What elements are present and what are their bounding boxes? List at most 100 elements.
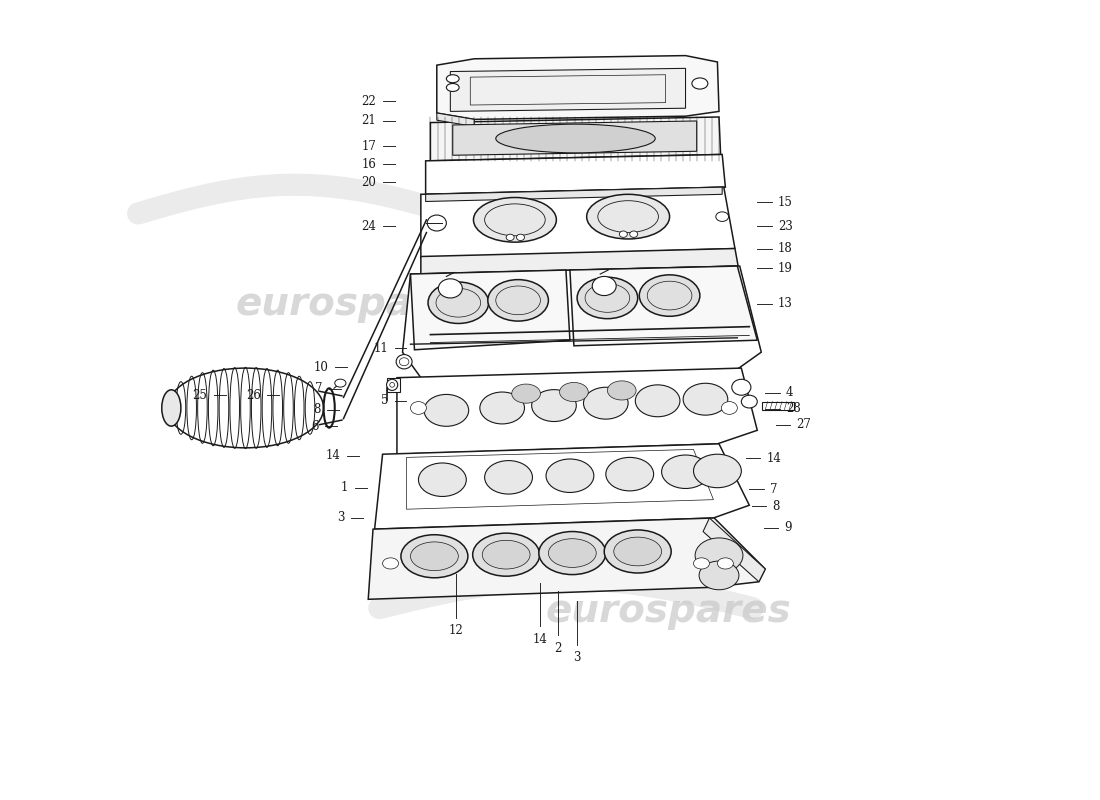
Polygon shape [570,266,757,346]
Ellipse shape [717,558,734,569]
Polygon shape [421,249,738,274]
Polygon shape [453,121,696,155]
Text: 14: 14 [326,450,340,462]
Ellipse shape [428,282,488,323]
Text: 10: 10 [314,361,329,374]
Polygon shape [410,270,570,350]
Text: 20: 20 [361,176,376,189]
Text: 16: 16 [361,158,376,170]
Ellipse shape [485,461,532,494]
Polygon shape [762,402,794,410]
Text: 27: 27 [796,418,811,431]
Ellipse shape [636,385,680,417]
Ellipse shape [162,390,180,426]
Ellipse shape [683,383,728,415]
Text: 17: 17 [361,140,376,153]
Ellipse shape [487,280,549,321]
Text: 25: 25 [192,389,207,402]
Text: 7: 7 [316,382,322,395]
Ellipse shape [383,558,398,569]
Ellipse shape [167,368,323,448]
Text: 3: 3 [573,651,581,664]
Polygon shape [437,56,719,119]
Ellipse shape [549,538,596,567]
Ellipse shape [614,537,661,566]
Ellipse shape [741,395,757,408]
Ellipse shape [607,381,636,400]
Text: eurospares: eurospares [546,592,792,630]
Ellipse shape [531,390,576,422]
Ellipse shape [716,212,728,222]
Ellipse shape [424,394,469,426]
Text: eurospares: eurospares [235,286,481,323]
Ellipse shape [692,78,707,89]
Ellipse shape [410,542,459,570]
Ellipse shape [606,458,653,491]
Text: 6: 6 [311,420,319,433]
Ellipse shape [604,530,671,573]
Text: 22: 22 [362,94,376,107]
Ellipse shape [578,278,638,318]
Text: 3: 3 [337,511,344,525]
Ellipse shape [496,124,656,153]
Ellipse shape [629,231,638,238]
Text: 12: 12 [449,624,463,637]
Ellipse shape [586,194,670,239]
Ellipse shape [619,231,627,238]
Ellipse shape [400,534,468,578]
Text: 1: 1 [341,481,349,494]
Ellipse shape [695,538,743,573]
Ellipse shape [732,379,751,395]
Text: 26: 26 [245,389,261,402]
Text: 19: 19 [778,262,793,275]
Ellipse shape [512,384,540,403]
Polygon shape [426,187,723,202]
Text: 2: 2 [554,642,562,654]
Text: 24: 24 [361,220,376,233]
Ellipse shape [447,74,459,82]
Ellipse shape [482,540,530,569]
Ellipse shape [386,379,398,390]
Ellipse shape [661,455,710,489]
Ellipse shape [546,459,594,493]
Text: 28: 28 [786,402,801,415]
Polygon shape [437,113,474,126]
Polygon shape [426,154,725,194]
Polygon shape [386,378,400,392]
Ellipse shape [439,279,462,298]
Ellipse shape [427,215,447,231]
Ellipse shape [480,392,525,424]
Text: 8: 8 [314,403,320,416]
Polygon shape [375,444,749,529]
Text: 11: 11 [373,342,388,354]
Ellipse shape [592,277,616,295]
Polygon shape [430,117,720,161]
Polygon shape [421,187,735,258]
Ellipse shape [693,558,710,569]
Ellipse shape [693,454,741,488]
Polygon shape [368,518,766,599]
Text: 15: 15 [778,196,793,209]
Ellipse shape [334,379,345,387]
Polygon shape [403,266,761,386]
Ellipse shape [700,561,739,590]
Text: 23: 23 [778,220,793,233]
Ellipse shape [473,533,540,576]
Text: 13: 13 [778,297,793,310]
Text: 18: 18 [778,242,793,255]
Polygon shape [703,518,766,582]
Polygon shape [397,368,757,454]
Ellipse shape [539,531,606,574]
Ellipse shape [418,463,466,497]
Text: 21: 21 [362,114,376,127]
Ellipse shape [506,234,514,241]
Text: 8: 8 [772,499,780,513]
Text: 14: 14 [767,452,782,465]
Ellipse shape [639,275,700,316]
Ellipse shape [447,83,459,91]
Ellipse shape [473,198,557,242]
Ellipse shape [396,354,412,369]
Ellipse shape [410,402,427,414]
Text: 5: 5 [381,394,388,407]
Ellipse shape [517,234,525,241]
